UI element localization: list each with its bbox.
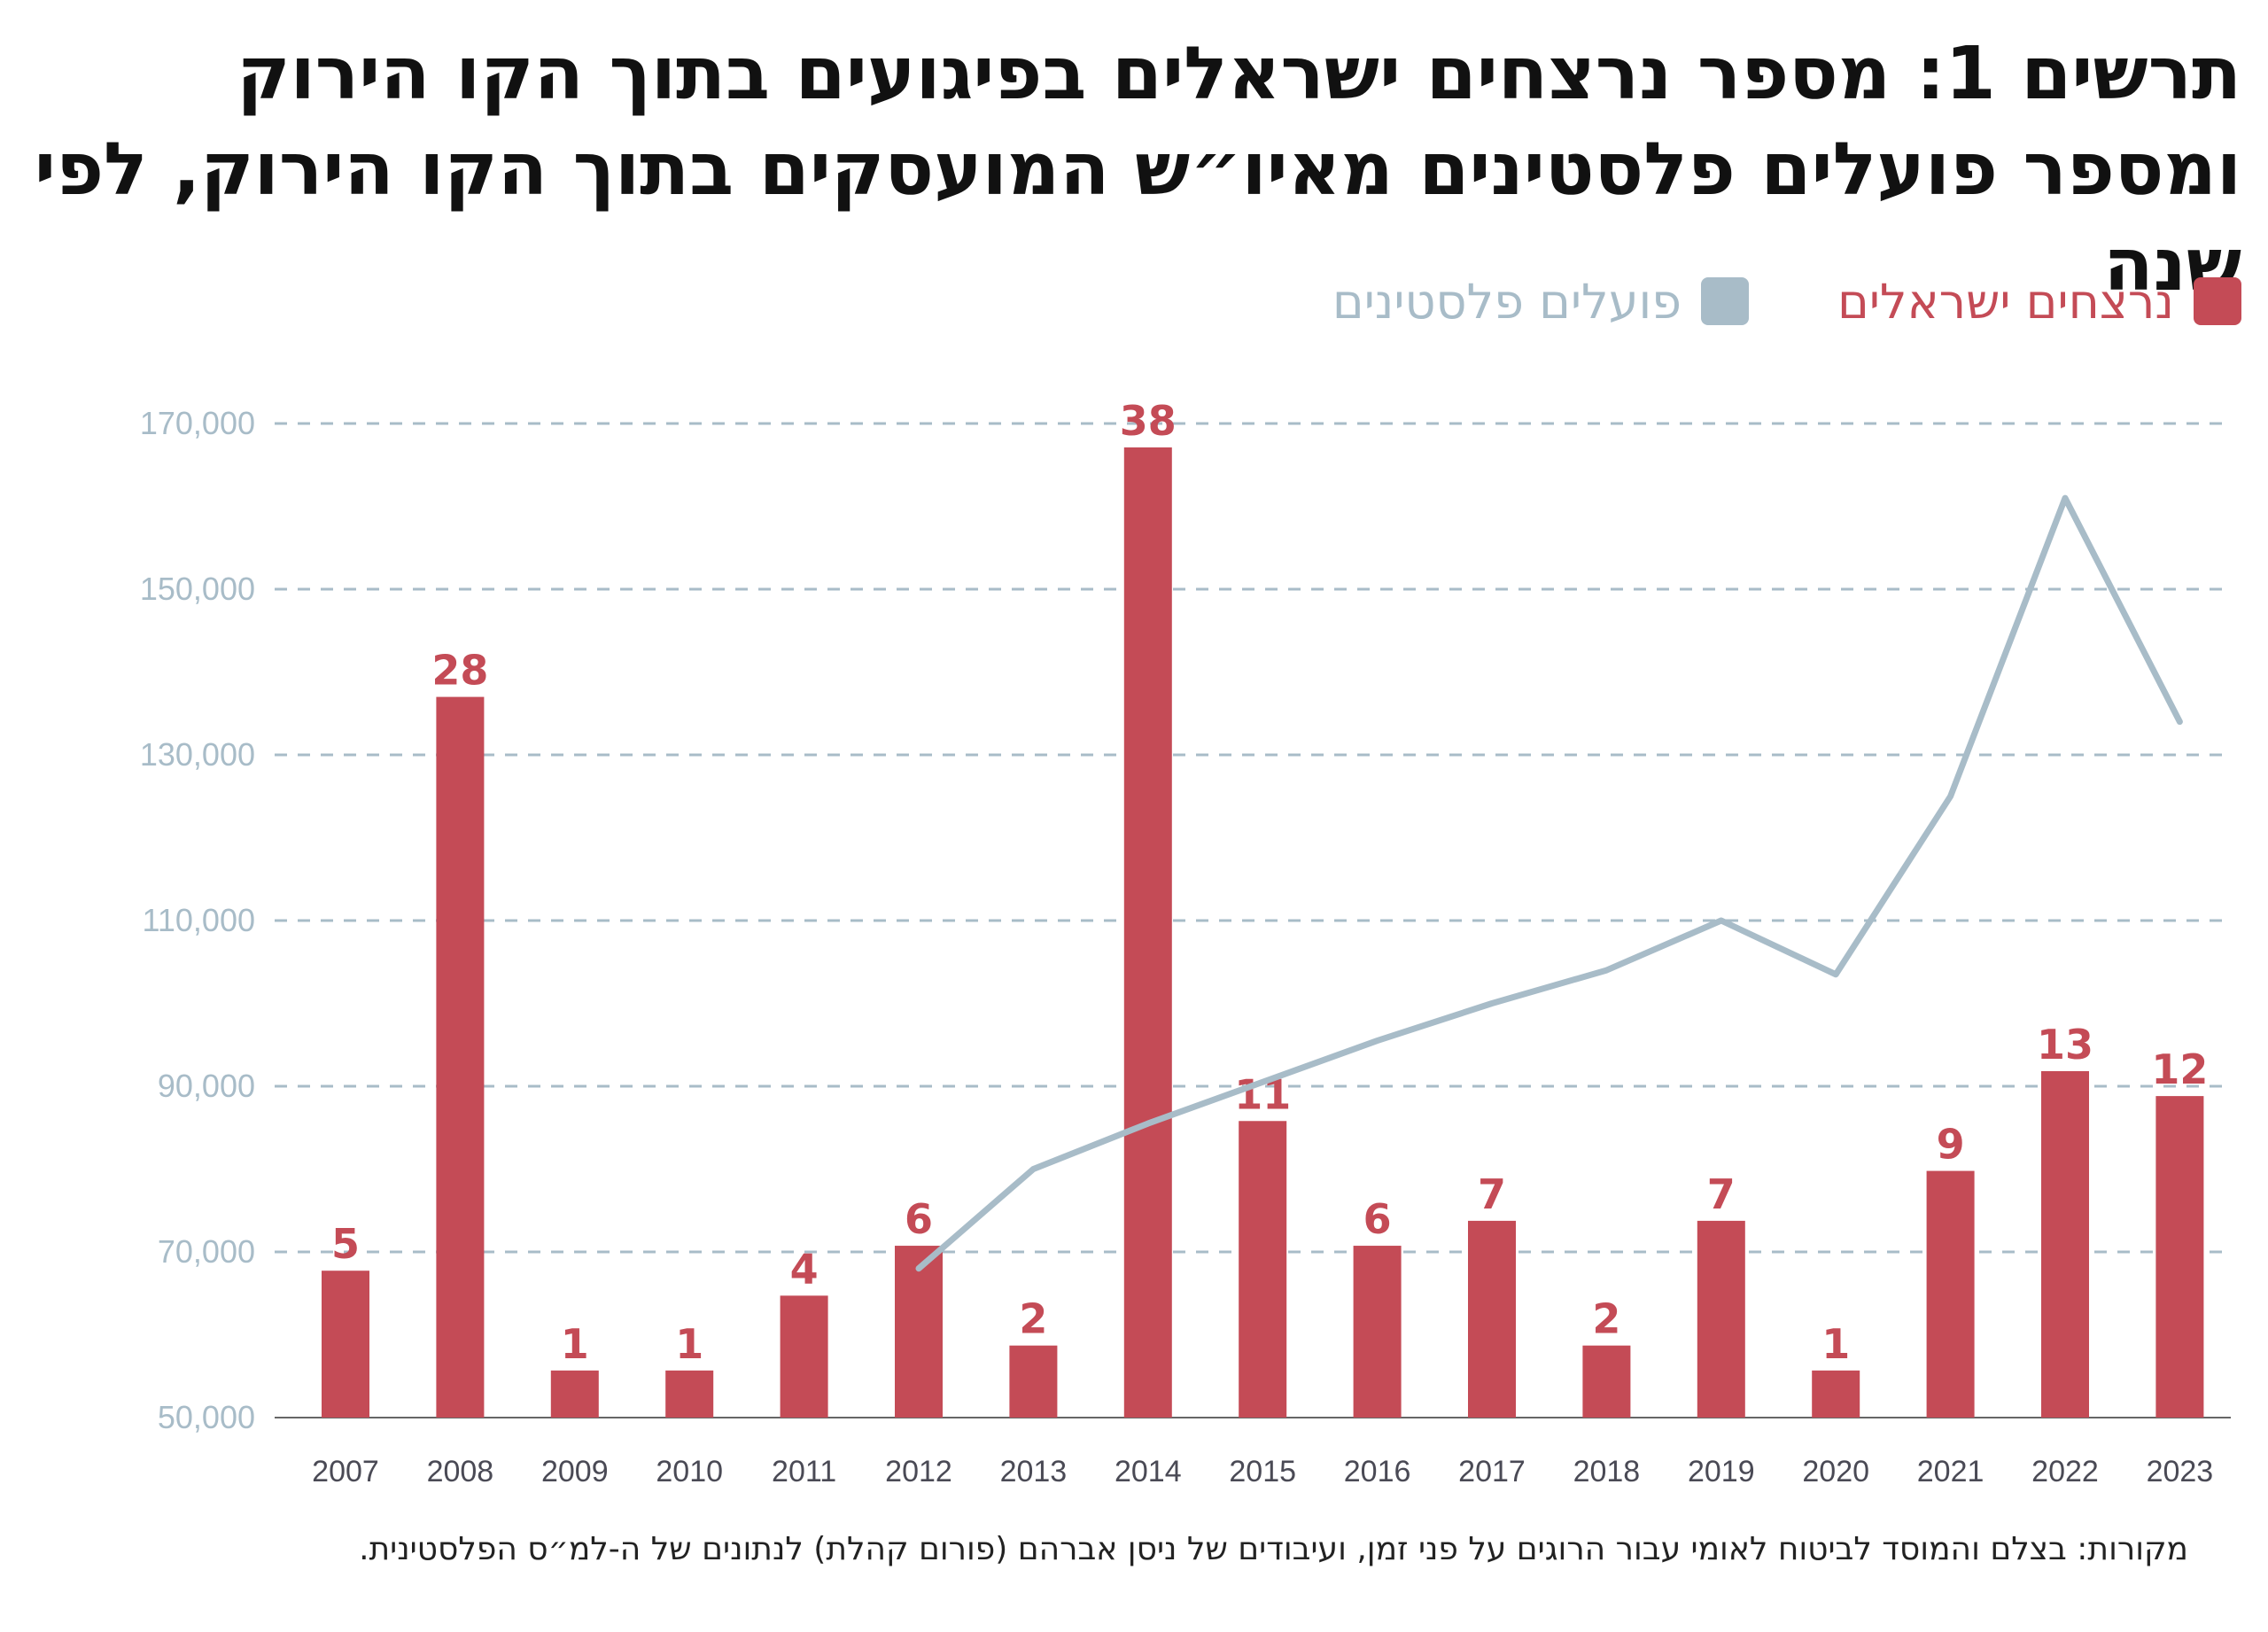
bar-2021 (1926, 1170, 1975, 1418)
x-tick-label: 2007 (312, 1455, 379, 1488)
bar-2013 (1009, 1345, 1058, 1418)
legend-swatch-bar (2194, 277, 2241, 325)
workers-line (915, 494, 2183, 1272)
source-note: מקורות: בצלם והמוסד לביטוח לאומי עבור הר… (359, 1531, 2188, 1567)
y-tick-label: 90,000 (158, 1068, 255, 1104)
x-tick-label: 2016 (1344, 1455, 1411, 1488)
bar-2011 (780, 1295, 828, 1418)
bar-value-label: 5 (331, 1220, 360, 1268)
x-tick-label: 2013 (1000, 1455, 1068, 1488)
x-tick-label: 2008 (427, 1455, 494, 1488)
workers-point-2018 (1605, 969, 1607, 971)
bar-value-label: 2 (1592, 1295, 1620, 1343)
x-tick-label: 2012 (885, 1455, 952, 1488)
x-tick-label: 2018 (1573, 1455, 1641, 1488)
bar-value-label: 38 (1120, 397, 1177, 445)
bar-value-label: 1 (1821, 1320, 1850, 1368)
chart-title: תרשים 1: מספר נרצחים ישראלים בפיגועים בת… (34, 32, 2241, 307)
bar-value-label: 6 (1363, 1195, 1392, 1243)
bar-2016 (1353, 1246, 1402, 1418)
legend: נרצחים ישראלים פועלים פלסטינים (1244, 266, 2241, 337)
bar-2007 (322, 1271, 369, 1418)
x-tick-label: 2021 (1917, 1455, 1984, 1488)
bar-value-label: 6 (905, 1195, 933, 1243)
bar-2017 (1468, 1220, 1516, 1418)
y-tick-label: 50,000 (158, 1399, 255, 1435)
y-tick-label: 70,000 (158, 1233, 255, 1270)
legend-item-workers: פועלים פלסטינים (1332, 274, 1749, 330)
bar-value-label: 7 (1478, 1170, 1506, 1218)
x-tick-label: 2015 (1229, 1455, 1296, 1488)
legend-item-killed: נרצחים ישראלים (1837, 274, 2241, 330)
bar-value-label: 4 (790, 1245, 819, 1293)
bar-2008 (436, 696, 485, 1418)
x-tick-label: 2023 (2147, 1455, 2214, 1488)
workers-point-2017 (1491, 1003, 1493, 1004)
x-tick-label: 2017 (1458, 1455, 1526, 1488)
y-tick-label: 150,000 (140, 571, 255, 607)
bar-value-label: 2 (1019, 1295, 1047, 1343)
bar-value-label: 12 (2151, 1045, 2208, 1093)
workers-point-2014 (1147, 1123, 1149, 1124)
bar-2015 (1239, 1121, 1287, 1418)
bar-2019 (1697, 1220, 1745, 1418)
y-tick-label: 170,000 (140, 405, 255, 441)
workers-point-2015 (1262, 1081, 1263, 1083)
bar-value-label: 13 (2037, 1021, 2093, 1069)
workers-point-2012 (918, 1268, 920, 1270)
x-tick-label: 2014 (1115, 1455, 1182, 1488)
x-tick-label: 2010 (656, 1455, 723, 1488)
bar-2009 (550, 1370, 599, 1418)
legend-label-killed: נרצחים ישראלים (1837, 273, 2174, 330)
x-tick-label: 2020 (1802, 1455, 1869, 1488)
workers-point-2023 (2179, 721, 2180, 723)
bar-2018 (1582, 1345, 1631, 1418)
bar-2014 (1123, 447, 1172, 1418)
x-tick-label: 2009 (541, 1455, 609, 1488)
bar-2010 (665, 1370, 714, 1418)
bar-value-label: 28 (431, 647, 488, 695)
workers-point-2013 (1032, 1169, 1034, 1170)
bar-value-label: 1 (561, 1320, 589, 1368)
legend-swatch-line (1700, 277, 1749, 325)
y-tick-label: 130,000 (140, 736, 255, 773)
bar-2023 (2155, 1096, 2204, 1418)
x-tick-label: 2019 (1688, 1455, 1755, 1488)
bar-value-label: 1 (675, 1320, 703, 1368)
workers-point-2016 (1377, 1040, 1379, 1042)
x-tick-label: 2011 (772, 1455, 836, 1488)
x-tick-label: 2022 (2031, 1455, 2099, 1488)
bar-2020 (1812, 1370, 1860, 1418)
y-tick-label: 110,000 (143, 902, 255, 938)
bar-2012 (895, 1246, 943, 1418)
workers-point-2021 (1950, 796, 1952, 797)
bar-value-label: 7 (1707, 1170, 1736, 1218)
legend-label-workers: פועלים פלסטינים (1332, 273, 1682, 330)
workers-point-2022 (2064, 497, 2066, 499)
bar-2022 (2041, 1070, 2089, 1418)
bar-value-label: 9 (1937, 1121, 1965, 1169)
workers-point-2020 (1835, 974, 1837, 975)
